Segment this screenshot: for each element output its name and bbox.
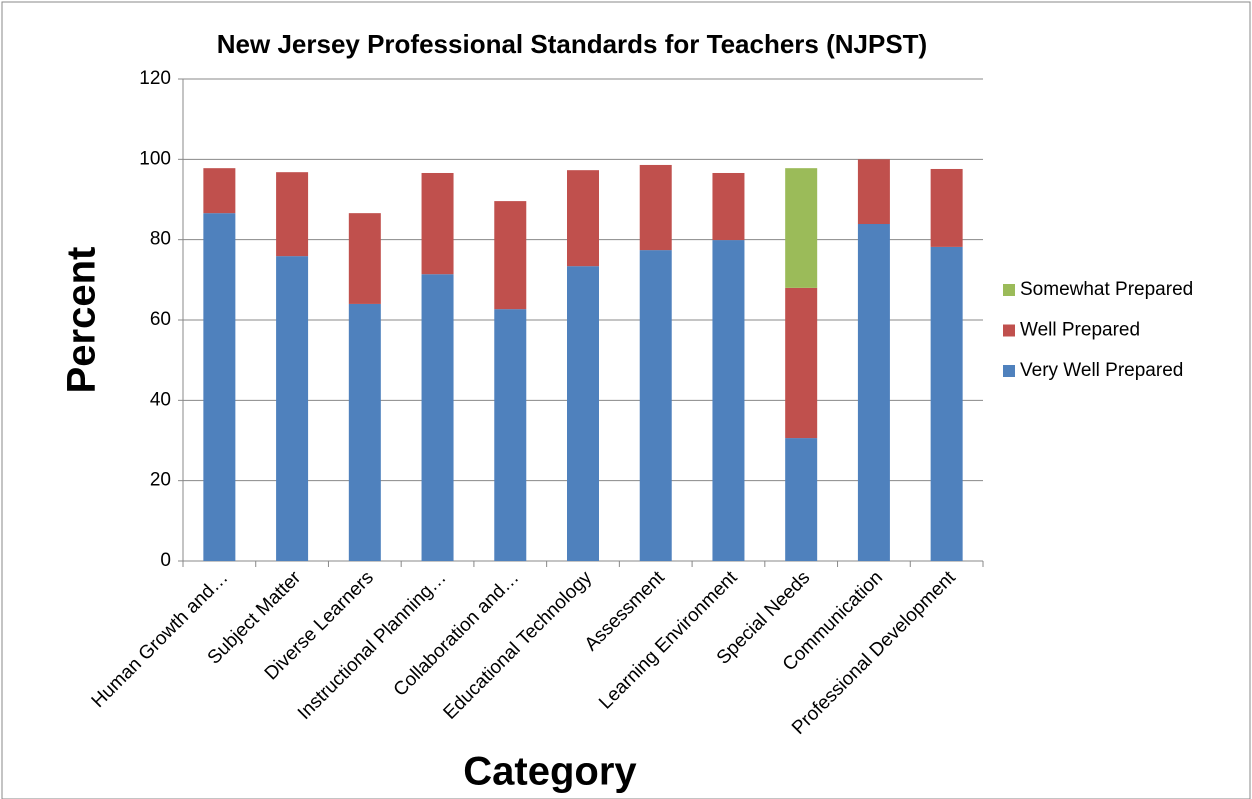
bar-segment: [639, 164, 672, 251]
bar-segment: [857, 224, 890, 562]
bar-segment: [857, 159, 890, 225]
legend-label: Well Prepared: [1020, 320, 1140, 341]
bar-segment: [203, 213, 236, 561]
bar-segment: [348, 303, 381, 561]
bar-segment: [421, 274, 454, 561]
bar-segment: [494, 309, 527, 561]
x-tick-label: Instructional Planning…: [294, 567, 451, 724]
bar-segment: [712, 172, 745, 241]
y-tick-label: 20: [150, 470, 171, 491]
y-tick-label: 0: [160, 550, 171, 571]
bar-segment: [712, 240, 745, 561]
bar-segment: [276, 172, 309, 257]
bar-segment: [567, 170, 599, 267]
x-axis-title: Category: [463, 750, 637, 794]
legend-swatch: [1003, 365, 1015, 377]
y-axis-title: Percent: [60, 247, 104, 394]
bar-segment: [785, 287, 818, 439]
y-tick-label: 80: [150, 229, 171, 250]
bar-segment: [567, 266, 599, 561]
legend-label: Somewhat Prepared: [1020, 279, 1193, 300]
x-tick-label: Human Growth and…: [88, 567, 233, 712]
bar-segment: [203, 168, 236, 214]
legend-label: Very Well Prepared: [1020, 360, 1183, 381]
x-tick-label: Learning Environment: [595, 567, 742, 714]
bar-segment: [276, 256, 309, 561]
chart-title: New Jersey Professional Standards for Te…: [217, 29, 927, 59]
y-tick-label: 40: [150, 389, 171, 410]
bar-segment: [494, 201, 527, 310]
bar-segment: [930, 168, 963, 247]
y-tick-label: 60: [150, 309, 171, 330]
legend-swatch: [1003, 284, 1015, 296]
bar-segment: [785, 438, 818, 561]
bar-segment: [421, 172, 454, 275]
x-tick-label: Educational Technology: [440, 567, 597, 724]
y-tick-label: 100: [139, 148, 171, 169]
legend-swatch: [1003, 324, 1015, 337]
bar-segment: [785, 168, 818, 288]
bar-segment: [348, 213, 381, 304]
bar-segment: [639, 250, 672, 562]
bar-segment: [930, 246, 963, 561]
y-tick-label: 120: [139, 68, 171, 89]
x-tick-label: Collaboration and…: [390, 567, 524, 701]
